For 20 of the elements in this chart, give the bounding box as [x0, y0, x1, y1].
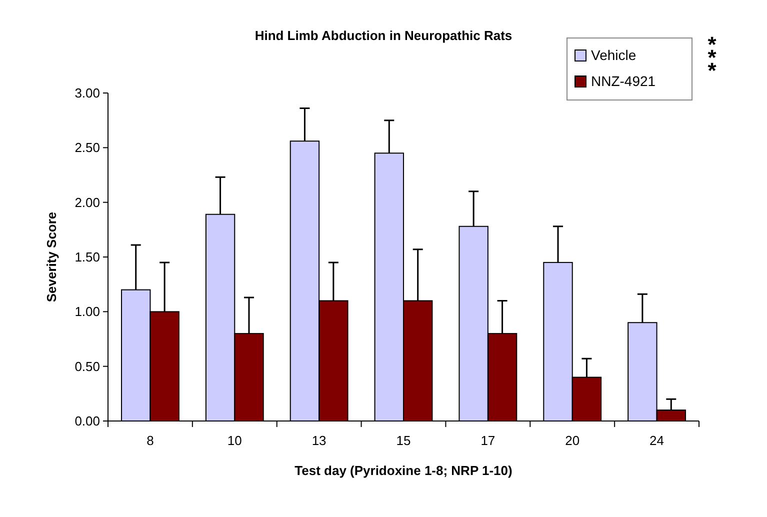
y-tick-label: 0.50 [74, 358, 100, 374]
x-tick-label: 24 [650, 433, 664, 448]
legend-label: NNZ-4921 [591, 73, 656, 89]
x-tick-label: 17 [480, 433, 496, 448]
y-tick-label: 1.00 [74, 304, 100, 320]
x-tick-label: 8 [146, 433, 154, 448]
chart-title: Hind Limb Abduction in Neuropathic Rats [254, 28, 512, 43]
text: *** [708, 32, 717, 83]
y-tick-label: 3.00 [74, 86, 100, 101]
x-tick-label: 13 [312, 433, 326, 448]
x-axis-title: Test day (Pyridoxine 1-8; NRP 1-10) [294, 463, 512, 478]
x-tick-label: 20 [565, 433, 580, 448]
y-tick-label: 1.50 [74, 250, 100, 265]
x-tick-label: 15 [396, 433, 411, 448]
y-axis-title: Severity Score [44, 212, 59, 302]
y-tick-label: 2.00 [74, 194, 100, 210]
y-tick-label: 2.50 [74, 140, 100, 156]
legend-label: Vehicle [591, 47, 636, 63]
y-tick-label: 0.00 [74, 414, 100, 429]
x-tick-label: 10 [227, 433, 242, 448]
